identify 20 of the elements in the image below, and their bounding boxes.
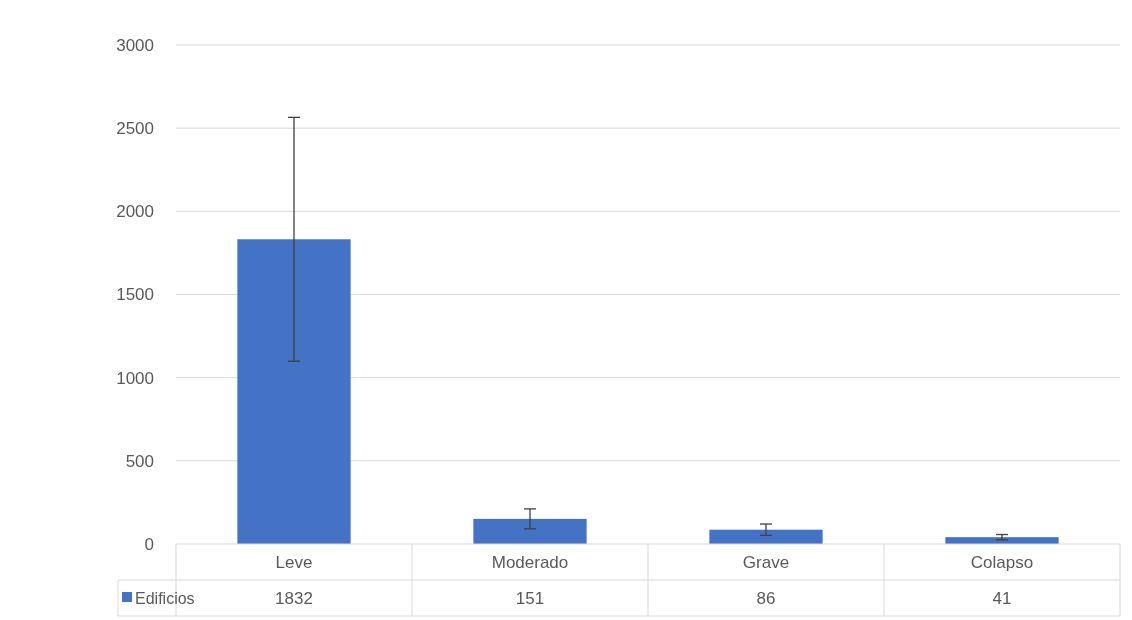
x-tick-label: Leve [275,552,313,572]
y-tick-label: 3000 [116,35,154,55]
x-tick-label: Grave [742,552,790,572]
bar [473,518,587,544]
legend-label: Edificios [135,589,195,607]
bar [945,537,1059,544]
x-tick-label: Moderado [491,552,569,572]
bar [709,529,823,544]
y-tick-label: 2000 [116,202,154,222]
y-tick-label: 0 [144,534,154,554]
data-label: 86 [756,588,776,608]
data-label: 151 [515,588,545,608]
data-label: 1832 [275,588,313,608]
y-tick-label: 500 [125,451,154,471]
data-label: 41 [992,588,1012,608]
y-tick-label: 1500 [116,285,154,305]
y-tick-label: 1000 [116,368,154,388]
x-tick-label: Colapso [970,552,1034,572]
y-tick-label: 2500 [116,119,154,139]
bar [237,239,351,544]
